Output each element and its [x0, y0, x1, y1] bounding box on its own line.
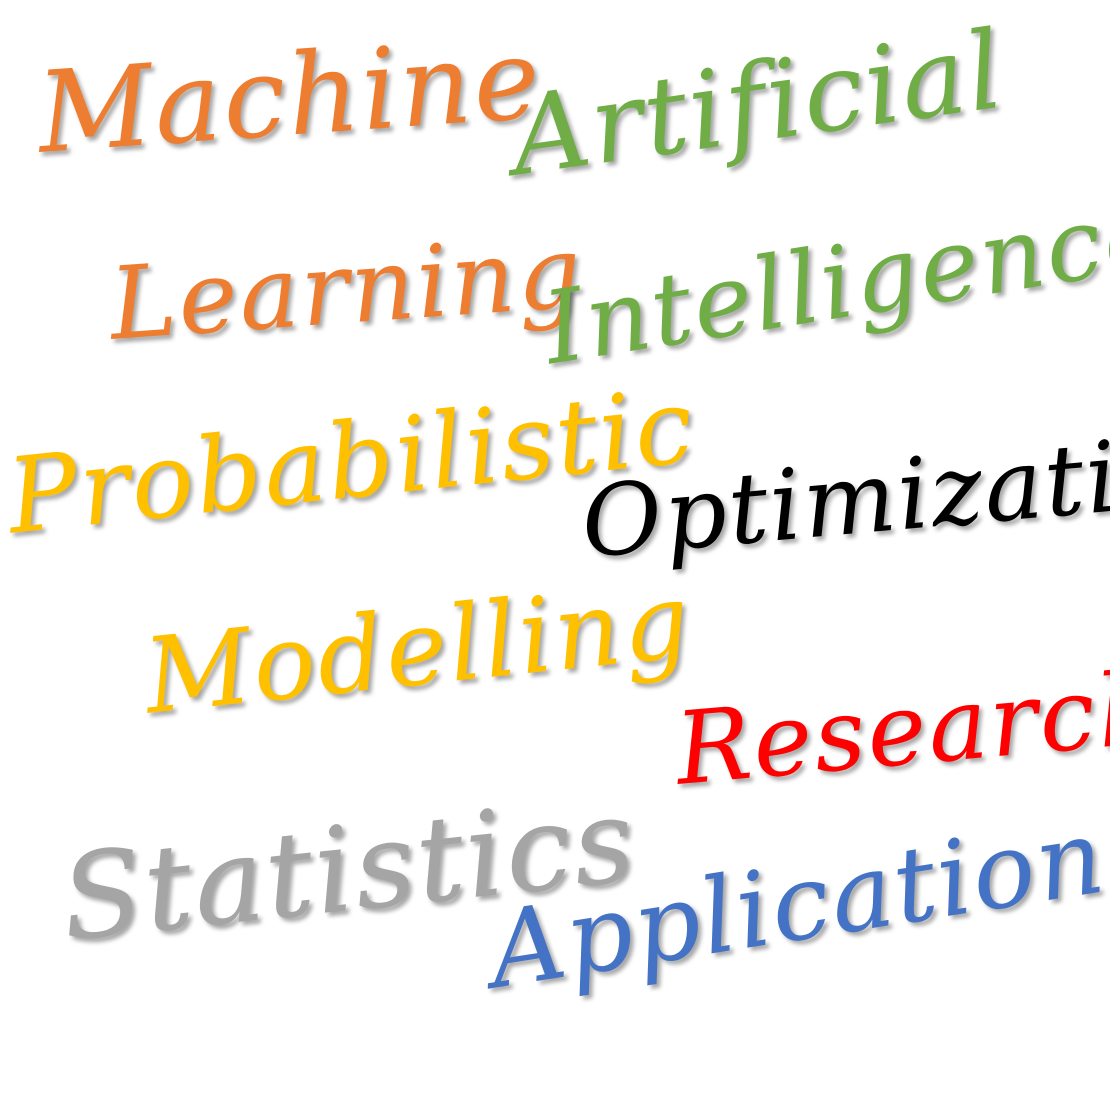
word-learning: Learning	[105, 213, 587, 363]
word-modelling: Modelling	[138, 558, 697, 738]
word-machine: Machine	[33, 13, 546, 179]
word-intelligence: Intelligence	[535, 173, 1110, 388]
word-artificial: Artificial	[503, 7, 1012, 201]
word-research: Research	[670, 648, 1110, 808]
